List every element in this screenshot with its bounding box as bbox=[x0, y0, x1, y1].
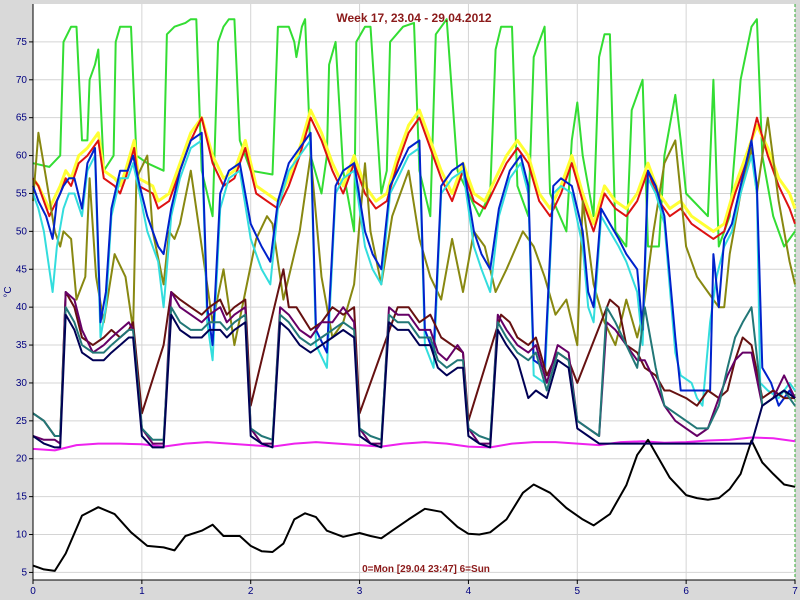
y-tick-label: 60 bbox=[16, 151, 28, 162]
x-tick-label: 6 bbox=[683, 586, 689, 597]
y-tick-label: 65 bbox=[16, 113, 28, 124]
y-tick-label: 50 bbox=[16, 226, 28, 237]
x-tick-label: 0 bbox=[30, 586, 36, 597]
series-line-9 bbox=[32, 268, 795, 437]
y-tick-label: 35 bbox=[16, 340, 28, 351]
y-tick-label: 70 bbox=[16, 75, 28, 86]
x-tick-label: 1 bbox=[139, 586, 145, 597]
x-tick-label: 3 bbox=[357, 586, 363, 597]
series-line-11 bbox=[32, 306, 796, 441]
x-tick-label: 7 bbox=[792, 586, 798, 597]
series-group bbox=[31, 18, 797, 572]
y-tick-label: 20 bbox=[16, 454, 28, 465]
series-line-1 bbox=[32, 18, 796, 248]
y-tick-label: 30 bbox=[16, 378, 28, 389]
y-tick-label: 5 bbox=[21, 567, 27, 578]
chart-title: Week 17, 23.04 - 29.04.2012 bbox=[336, 11, 492, 25]
x-tick-label: 5 bbox=[575, 586, 581, 597]
x-tick-label: 2 bbox=[248, 586, 254, 597]
y-tick-label: 55 bbox=[16, 188, 28, 199]
x-tick-label: 4 bbox=[466, 586, 472, 597]
y-axis-label: °C bbox=[3, 286, 14, 297]
y-tick-label: 45 bbox=[16, 264, 28, 275]
y-tick-label: 10 bbox=[16, 530, 28, 541]
y-tick-label: 75 bbox=[16, 37, 28, 48]
series-line-10 bbox=[32, 291, 796, 445]
series-line-12 bbox=[32, 313, 796, 449]
y-tick-label: 25 bbox=[16, 416, 28, 427]
chart-subtitle: 0=Mon [29.04 23:47] 6=Sun bbox=[362, 564, 490, 575]
plot-area bbox=[33, 4, 795, 580]
series-line-6 bbox=[32, 131, 796, 407]
series-line-8 bbox=[32, 438, 796, 572]
y-tick-label: 15 bbox=[16, 492, 28, 503]
series-line-2 bbox=[31, 108, 797, 233]
y-tick-label: 40 bbox=[16, 302, 28, 313]
